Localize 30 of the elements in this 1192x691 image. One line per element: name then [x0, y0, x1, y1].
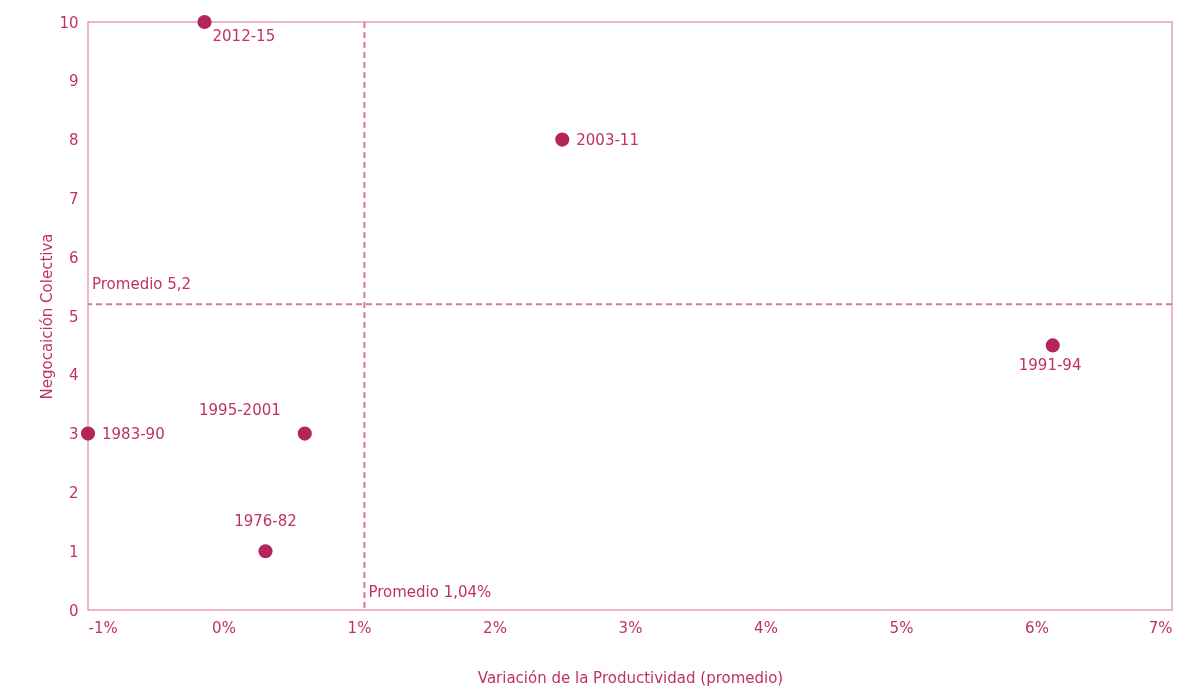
x-tick-label: 7%	[1148, 618, 1173, 637]
x-tick-label: 6%	[1025, 618, 1049, 637]
y-tick-label: 0	[68, 601, 79, 620]
ref-line-label: Promedio 1,04%	[368, 583, 492, 601]
y-tick-label: 6	[68, 248, 79, 267]
x-tick-label: 4%	[754, 618, 778, 637]
annotation: 1995-2001	[199, 400, 281, 419]
annotation: 2012-15	[212, 27, 276, 45]
annotation: 1983-90	[102, 424, 165, 443]
y-tick-label: 8	[68, 131, 79, 150]
x-tick-label: 5%	[889, 618, 914, 637]
annotation: 1991-94	[1018, 356, 1082, 375]
annotation: 2003-11	[576, 130, 639, 149]
x-tick-label: 1%	[347, 618, 372, 637]
y-tick-label: 2	[68, 483, 79, 502]
ref-line-label: Promedio 5,2	[92, 275, 192, 294]
x-tick-label: -1%	[88, 618, 118, 637]
y-tick-label: 4	[68, 366, 79, 385]
x-tick-label: 3%	[618, 618, 643, 637]
annotation: 1976-82	[234, 512, 297, 531]
x-axis-title: Variación de la Productividad (promedio)	[477, 668, 784, 687]
y-tick-label: 3	[68, 425, 79, 444]
y-tick-label: 1	[68, 542, 79, 561]
y-tick-label: 7	[68, 189, 79, 208]
y-axis-title: Negocaición Colectiva	[38, 233, 57, 400]
y-tick-label: 9	[68, 72, 79, 91]
x-tick-label: 2%	[483, 618, 507, 637]
y-tick-label: 5	[68, 307, 79, 326]
y-tick-label: 10	[59, 13, 79, 32]
x-tick-label: 0%	[212, 618, 236, 637]
